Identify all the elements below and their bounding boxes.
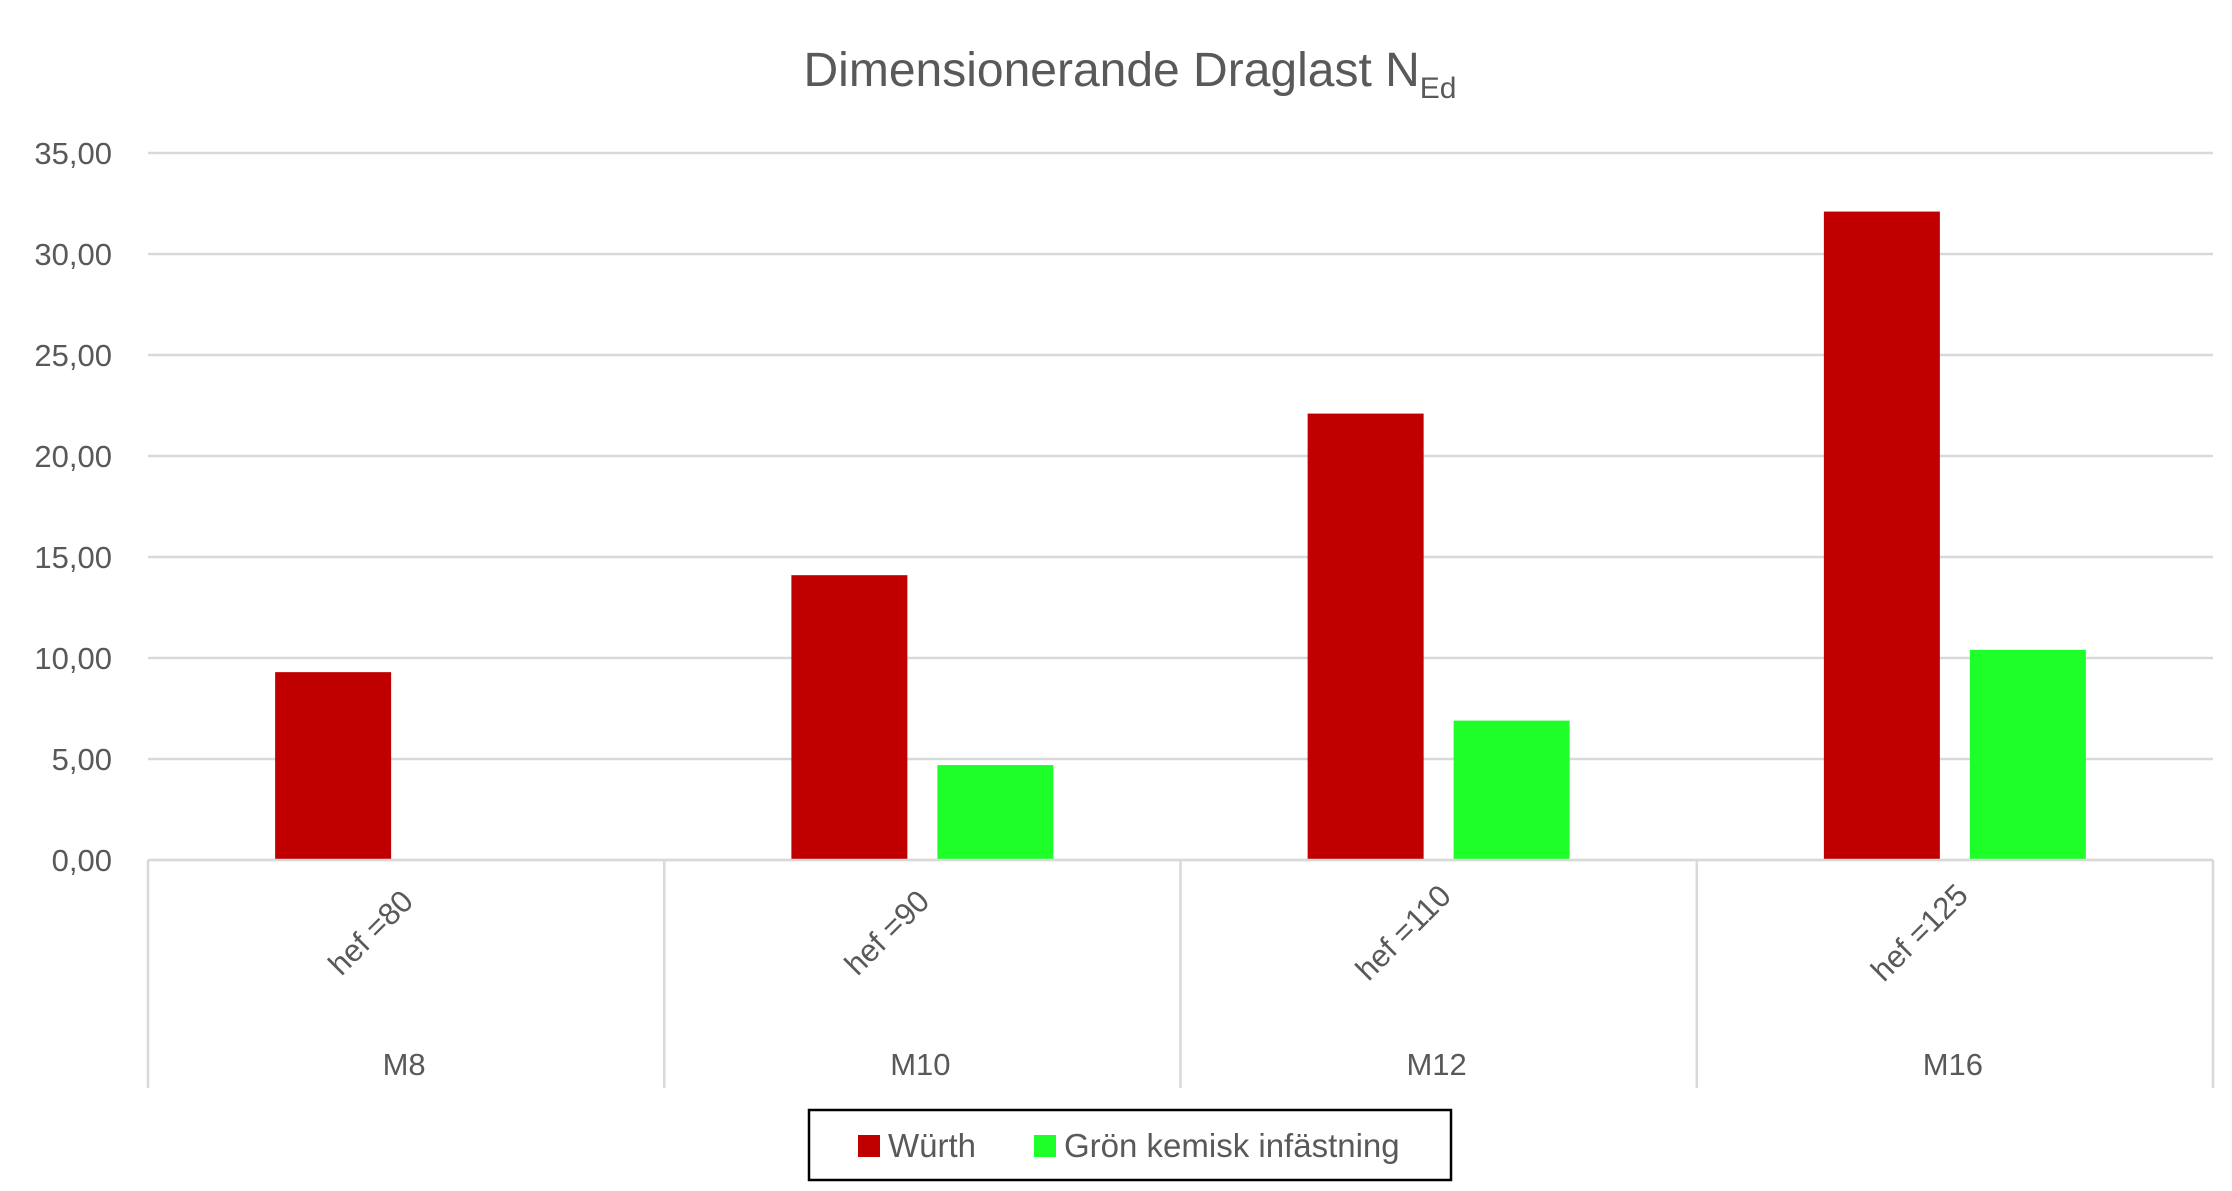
category-label: M12 bbox=[1406, 1047, 1466, 1082]
chart-title-subscript: Ed bbox=[1420, 72, 1457, 105]
legend-label: Würth bbox=[888, 1127, 976, 1164]
legend-box bbox=[807, 1108, 1453, 1182]
sub-category-label: hef =125 bbox=[1864, 877, 1975, 988]
legend-label: Grön kemisk infästning bbox=[1064, 1127, 1400, 1164]
bar-gron-m10 bbox=[937, 765, 1054, 860]
bar-wurth-m12 bbox=[1307, 413, 1424, 860]
bar-gron-m16 bbox=[1969, 649, 2086, 860]
y-tick-label: 10,00 bbox=[34, 641, 112, 676]
x-axis: hef =80 M8 hef =90 M10 hef =110 M12 hef =125 M1… bbox=[146, 858, 2215, 1088]
bar-gron-m12 bbox=[1453, 720, 1570, 860]
y-tick-label: 5,00 bbox=[52, 742, 112, 777]
y-tick-label: 30,00 bbox=[34, 237, 112, 272]
legend-swatch bbox=[858, 1135, 880, 1157]
y-tick-label: 20,00 bbox=[34, 439, 112, 474]
category-label: M8 bbox=[383, 1047, 426, 1082]
sub-category-label: hef =80 bbox=[321, 883, 419, 981]
y-tick-label: 0,00 bbox=[52, 843, 112, 878]
y-tick-label: 25,00 bbox=[34, 338, 112, 373]
chart-title: Dimensionerande Draglast NEd bbox=[804, 44, 1457, 105]
bar-wurth-m10 bbox=[791, 575, 908, 860]
bars bbox=[275, 211, 2086, 860]
sub-category-label: hef =90 bbox=[838, 883, 936, 981]
y-tick-label: 35,00 bbox=[34, 136, 112, 171]
bar-wurth-m8 bbox=[275, 672, 392, 860]
bar-wurth-m16 bbox=[1823, 211, 1940, 860]
y-axis-tick-labels: 0,00 5,00 10,00 15,00 20,00 25,00 30,00 35,00 bbox=[34, 136, 112, 878]
sub-category-label: hef =110 bbox=[1349, 878, 1458, 987]
legend-swatch bbox=[1034, 1135, 1056, 1157]
gridlines bbox=[148, 151, 2213, 862]
chart-title-main: Dimensionerande Draglast N bbox=[804, 44, 1420, 97]
y-tick-label: 15,00 bbox=[34, 540, 112, 575]
category-label: M16 bbox=[1923, 1047, 1983, 1082]
category-label: M10 bbox=[890, 1047, 950, 1082]
legend: Würth Grön kemisk infästning bbox=[807, 1108, 1453, 1182]
